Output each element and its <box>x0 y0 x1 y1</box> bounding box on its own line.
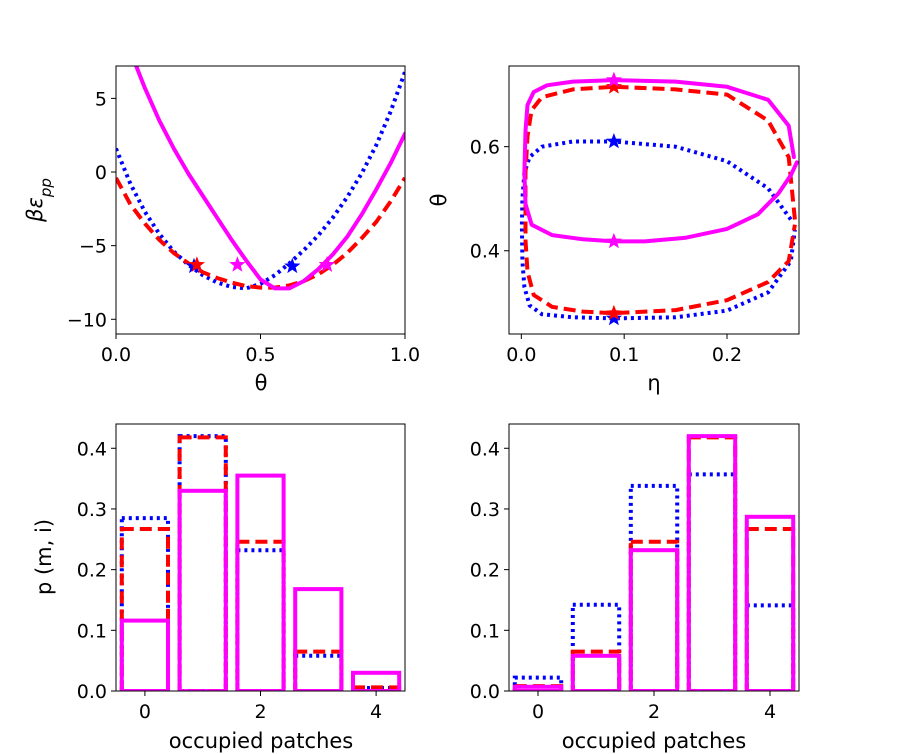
dist-right-bar-dotted-1 <box>570 602 622 691</box>
phase-star-marker-solid-0 <box>605 71 622 87</box>
energy-xtick-label: 1.0 <box>390 344 420 366</box>
energy-ytick-label: 0 <box>95 162 107 184</box>
phase-ytick-label: 0.6 <box>470 137 500 159</box>
phase-line-dashed <box>523 84 797 316</box>
phase-xtick-label: 0.1 <box>609 344 639 366</box>
dist-left-bar-dotted-0 <box>119 516 171 691</box>
dist-right-ticks: 0 2 4 0.0 0.1 0.2 0.3 0.4 <box>470 438 776 723</box>
dist-right-bar-dotted-4 <box>744 603 796 691</box>
dist-left-ytick-label: 0.1 <box>77 620 107 642</box>
dist-left-x-label: occupied patches <box>169 729 354 753</box>
panel-dist-right: 0 2 4 0.0 0.1 0.2 0.3 0.4 occupied patches <box>470 423 800 753</box>
dist-right-x-label: occupied patches <box>562 729 747 753</box>
energy-xtick-label: 0.5 <box>245 344 275 366</box>
energy-curves <box>116 66 405 291</box>
dist-right-axes-frame <box>508 423 800 692</box>
energy-y-label: βεpp <box>23 178 55 223</box>
phase-curves <box>519 71 799 326</box>
dist-left-bars <box>119 434 402 691</box>
energy-y-label-main: βε <box>23 197 47 223</box>
dist-left-bar-solid-1 <box>177 488 228 691</box>
dist-left-bar-dotted-3 <box>293 653 344 691</box>
dist-left-bar-dotted-1 <box>177 434 228 691</box>
energy-ytick-label: −5 <box>79 236 107 258</box>
dist-right-ytick-label: 0.3 <box>470 499 500 521</box>
energy-ticks: 0.0 0.5 1.0 5 0 −5 −10 <box>67 88 420 366</box>
phase-line-dotted <box>519 139 797 321</box>
energy-xtick-label: 0.0 <box>101 344 131 366</box>
dist-right-xtick-label: 4 <box>764 701 776 723</box>
phase-xtick-label: 0.2 <box>712 344 742 366</box>
energy-line-dotted <box>116 71 405 291</box>
energy-y-label-sub: pp <box>37 178 55 198</box>
dist-left-xtick-label: 0 <box>139 701 151 723</box>
phase-x-label: η <box>647 371 660 395</box>
dist-left-bar-dashed-0 <box>119 527 171 691</box>
dist-right-bar-dotted-3 <box>686 472 738 691</box>
dist-left-bar-solid-3 <box>293 587 344 691</box>
dist-right-ytick-label: 0.4 <box>470 438 500 460</box>
panel-energy: 0.0 0.5 1.0 5 0 −5 −10 θ βεpp <box>23 65 420 395</box>
dist-right-ytick-label: 0.0 <box>470 681 500 703</box>
phase-star-marker-dotted-0 <box>605 133 622 149</box>
dist-left-bar-dotted-2 <box>235 548 286 691</box>
panel-phase: 0.0 0.1 0.2 0.6 0.4 η θ <box>427 65 800 395</box>
dist-left-ytick-label: 0.3 <box>77 499 107 521</box>
dist-right-bar-solid-1 <box>570 653 622 691</box>
energy-ytick-label: −10 <box>67 309 107 331</box>
dist-right-ytick-label: 0.2 <box>470 560 500 582</box>
dist-left-xtick-label: 4 <box>370 701 382 723</box>
energy-line-dashed <box>116 176 405 290</box>
dist-left-bar-solid-0 <box>119 618 171 691</box>
energy-axes-frame <box>115 65 406 335</box>
panel-dist-left: 0 2 4 0.0 0.1 0.2 0.3 0.4 occupied patches p (m… <box>32 423 406 753</box>
dist-right-bars <box>512 434 796 691</box>
dist-left-ytick-label: 0.0 <box>77 681 107 703</box>
dist-right-xtick-label: 0 <box>532 701 544 723</box>
dist-left-y-label: p (m, i) <box>32 519 56 595</box>
dist-right-bar-dashed-4 <box>744 527 796 691</box>
dist-right-bar-solid-3 <box>686 434 738 691</box>
phase-ticks: 0.0 0.1 0.2 0.6 0.4 <box>470 137 742 366</box>
phase-star-marker-dotted-1 <box>605 309 622 326</box>
dist-right-xtick-label: 2 <box>648 701 660 723</box>
phase-y-label: θ <box>427 194 451 207</box>
energy-x-label: θ <box>255 371 268 395</box>
dist-left-ticks: 0 2 4 0.0 0.1 0.2 0.3 0.4 <box>77 438 382 723</box>
phase-xtick-label: 0.0 <box>506 344 536 366</box>
dist-right-bar-solid-0 <box>512 684 564 691</box>
dist-left-bar-dashed-1 <box>177 435 228 691</box>
dist-left-bar-dashed-2 <box>235 539 286 691</box>
dist-left-ytick-label: 0.4 <box>77 438 107 460</box>
energy-star-marker-solid-1 <box>318 256 336 272</box>
dist-right-bar-dashed-2 <box>628 539 680 691</box>
energy-star-marker-dashed-0 <box>188 256 205 272</box>
energy-star-marker-dotted-1 <box>284 257 301 274</box>
dist-left-xtick-label: 2 <box>254 701 266 723</box>
dist-left-axes-frame <box>115 423 406 692</box>
dist-right-bar-solid-2 <box>628 548 680 691</box>
energy-star-marker-solid-0 <box>229 256 246 272</box>
dist-left-ytick-label: 0.2 <box>77 560 107 582</box>
phase-line-solid <box>522 78 799 244</box>
dist-left-bar-solid-2 <box>235 473 286 691</box>
phase-star-marker-solid-1 <box>605 232 622 249</box>
dist-right-ytick-label: 0.1 <box>470 620 500 642</box>
phase-ytick-label: 0.4 <box>470 241 500 263</box>
dist-right-bar-dotted-2 <box>628 483 680 691</box>
phase-axes-frame <box>508 65 800 335</box>
phase-star-marker-dashed-0 <box>605 78 622 94</box>
phase-star-marker-dashed-1 <box>605 304 622 321</box>
energy-line-solid <box>134 66 405 291</box>
energy-ytick-label: 5 <box>95 88 107 110</box>
